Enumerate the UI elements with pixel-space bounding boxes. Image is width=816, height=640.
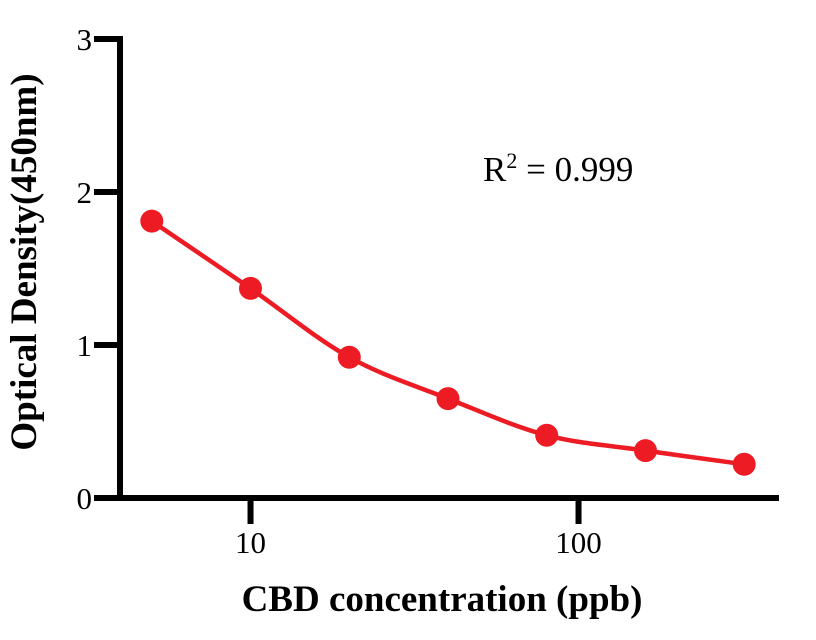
data-point: [337, 345, 361, 369]
data-point: [140, 209, 164, 233]
y-tick-label: 3: [77, 22, 93, 57]
annotation-exponent: 2: [506, 148, 517, 173]
annotation-base: R: [483, 150, 507, 189]
x-axis-title: CBD concentration (ppb): [242, 579, 643, 620]
y-tick-label: 0: [77, 481, 93, 516]
series-group: [140, 209, 756, 476]
data-point: [634, 439, 657, 463]
data-point: [436, 387, 460, 411]
standard-curve-line: [149, 218, 747, 467]
data-point: [732, 452, 756, 476]
x-tick-label: 100: [555, 525, 602, 560]
y-tick-label: 2: [77, 175, 93, 210]
data-point: [535, 423, 559, 447]
x-tick-label: 10: [235, 525, 266, 560]
y-tick-label: 1: [77, 328, 93, 363]
y-axis-title: Optical Density(450nm): [4, 73, 45, 450]
r-squared-annotation: R2 = 0.999: [483, 148, 633, 189]
axes-group: 0 1 2 3 10 100: [77, 22, 779, 560]
data-point: [239, 276, 262, 300]
annotation-value: = 0.999: [517, 150, 633, 189]
